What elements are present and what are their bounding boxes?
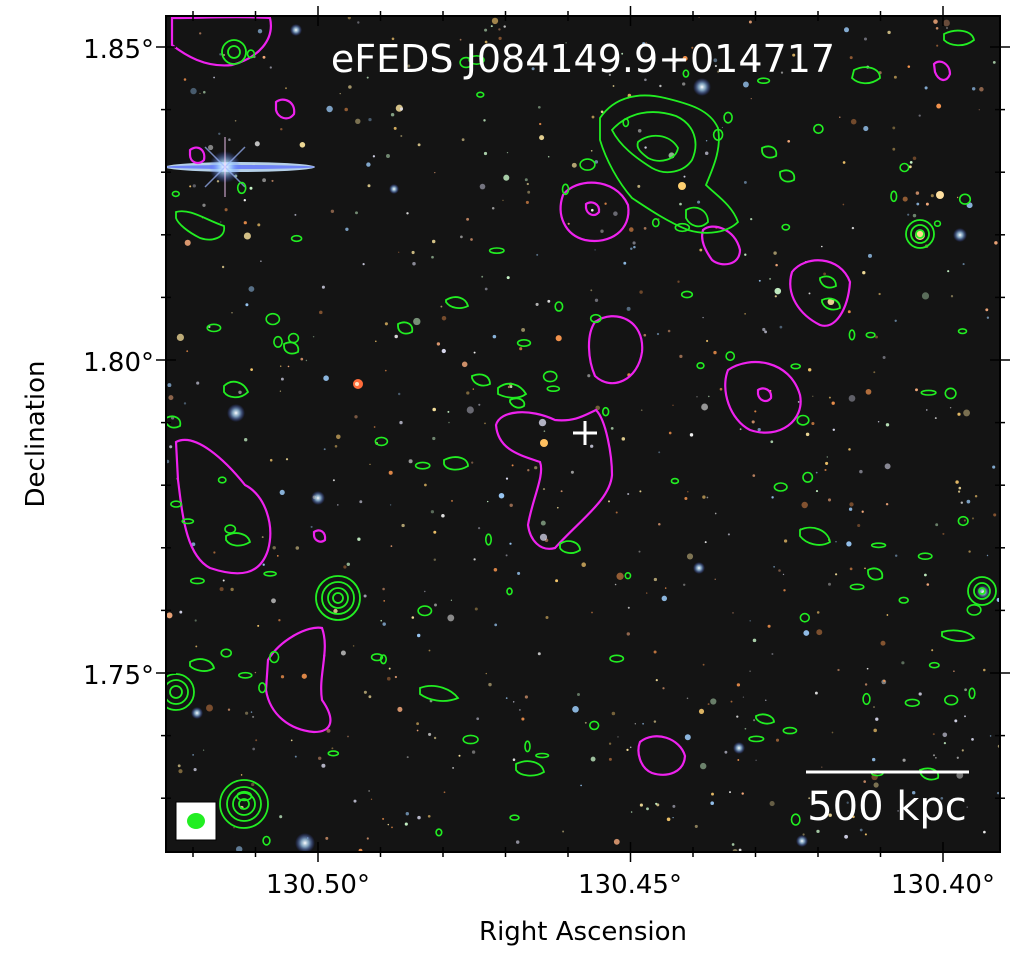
y-tick-label: 1.80° bbox=[83, 348, 154, 378]
radio-contours bbox=[166, 29, 997, 829]
x-axis-label: Right Ascension bbox=[479, 917, 687, 947]
radio-source bbox=[315, 575, 361, 621]
x-tick-label: 130.50° bbox=[266, 870, 370, 900]
x-tick-label: 130.40° bbox=[891, 870, 995, 900]
beam-indicator bbox=[175, 801, 217, 841]
cluster-center-marker bbox=[573, 421, 597, 445]
y-axis-label: Declination bbox=[21, 361, 51, 508]
y-tick-label: 1.85° bbox=[83, 35, 154, 65]
radio-source bbox=[221, 39, 247, 65]
bright-sources bbox=[191, 24, 990, 852]
radio-source bbox=[905, 219, 935, 249]
image-title: eFEDS J084149.9+014717 bbox=[331, 37, 835, 81]
xray-contours bbox=[170, 16, 952, 776]
axis-ticks bbox=[156, 6, 1010, 862]
radio-source bbox=[219, 779, 269, 829]
plot-frame bbox=[165, 15, 1001, 853]
scale-bar-label: 500 kpc bbox=[807, 784, 967, 830]
background-sources bbox=[166, 16, 1000, 852]
bright-star bbox=[166, 137, 315, 197]
radio-source bbox=[967, 576, 997, 606]
radio-contours-small bbox=[170, 49, 982, 846]
y-tick-label: 1.75° bbox=[83, 661, 154, 691]
scale-bar: 500 kpc bbox=[806, 770, 969, 830]
radio-source bbox=[166, 673, 195, 711]
x-tick-label: 130.45° bbox=[578, 870, 682, 900]
